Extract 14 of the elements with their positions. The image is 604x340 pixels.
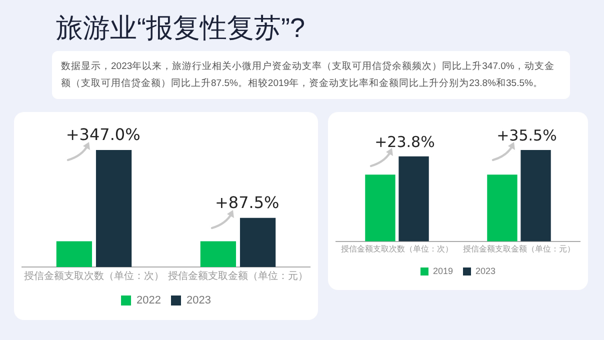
- x-tick-label: 授信金额支取次数（单位：次）: [24, 270, 164, 282]
- legend-label: 2023: [186, 294, 211, 307]
- annotation: +87.5%: [214, 193, 280, 212]
- annotation: +347.0%: [66, 125, 140, 144]
- legend-label: 2023: [476, 266, 496, 276]
- x-tick-label: 授信金额支取金额（单位：元）: [168, 270, 308, 282]
- annotation: +35.5%: [496, 126, 557, 144]
- chart-subtitle: 数据显示，2023年以来，旅游行业相关小微用户资金动支率（支取可用信贷余额频次）同比上升347.0%，动支金额（支取可用信贷金额）同比上升87.5%。相较2019年，资金动支比率和金额同比上升分别为23.8%和35.5%。: [52, 51, 570, 99]
- legend-label: 2022: [136, 294, 162, 307]
- legend-label: 2019: [432, 266, 454, 276]
- chart-title: 旅游业“报复性复苏”?: [56, 12, 305, 45]
- x-tick-label: 授信金额支取金额（单位：元）: [463, 244, 575, 254]
- x-tick-label: 授信金额支取次数（单位：次）: [341, 244, 453, 254]
- annotation: +23.8%: [374, 132, 435, 151]
